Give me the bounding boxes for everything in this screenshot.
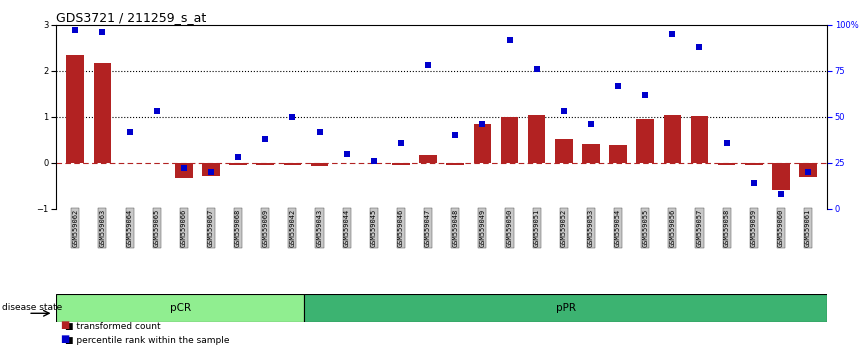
Text: pCR: pCR [170,303,191,313]
Bar [446,163,464,165]
Point [421,62,435,68]
Text: GSM559064: GSM559064 [126,209,132,247]
Point [475,121,489,127]
Text: GSM559049: GSM559049 [480,209,485,247]
Bar [256,163,274,165]
Text: GSM559053: GSM559053 [588,209,594,247]
Text: GSM559063: GSM559063 [100,209,106,247]
Text: GSM559067: GSM559067 [208,209,214,247]
Text: GSM559045: GSM559045 [371,209,377,247]
Bar [799,163,817,177]
Point [720,140,734,145]
Text: GSM559044: GSM559044 [344,209,350,247]
Bar [56,294,304,322]
Bar [663,115,682,163]
Point [530,66,544,72]
Point [801,169,815,175]
Text: GSM559060: GSM559060 [778,209,784,247]
Bar [304,294,827,322]
Point [286,114,300,120]
Text: pPR: pPR [555,303,576,313]
Point [339,151,353,156]
Text: GSM559054: GSM559054 [615,209,621,247]
Bar [527,115,546,163]
Point [502,37,516,42]
Text: GSM559050: GSM559050 [507,209,513,247]
Bar [555,139,572,163]
Text: ■ percentile rank within the sample: ■ percentile rank within the sample [65,336,229,345]
Text: GSM559062: GSM559062 [72,209,78,247]
Point [394,140,408,145]
Point [177,166,191,171]
Text: GSM559059: GSM559059 [751,209,757,247]
Text: GSM559048: GSM559048 [452,209,458,247]
Text: ■: ■ [61,334,70,344]
Bar [691,116,708,163]
Text: ■ transformed count: ■ transformed count [65,322,160,331]
Text: disease state: disease state [2,303,62,313]
Point [313,129,326,135]
Point [774,191,788,197]
Point [150,108,164,114]
Bar [392,163,410,165]
Bar [745,163,763,165]
Text: GSM559055: GSM559055 [643,209,648,247]
Point [204,169,218,175]
Text: GSM559043: GSM559043 [317,209,322,247]
Text: GSM559051: GSM559051 [533,209,540,247]
Point [258,136,272,142]
Text: GSM559052: GSM559052 [561,209,566,247]
Point [231,154,245,160]
Text: GSM559047: GSM559047 [425,209,431,247]
Bar [202,163,220,176]
Bar [311,163,328,166]
Point [557,108,571,114]
Text: GSM559058: GSM559058 [724,209,730,247]
Point [693,44,707,50]
Text: GDS3721 / 211259_s_at: GDS3721 / 211259_s_at [56,11,206,24]
Bar [67,55,84,163]
Bar [610,145,627,163]
Bar [175,163,192,178]
Text: ■: ■ [61,320,70,330]
Point [665,31,679,37]
Bar [474,124,491,163]
Text: GSM559056: GSM559056 [669,209,675,247]
Text: GSM559066: GSM559066 [181,209,187,247]
Point [638,92,652,98]
Point [611,83,625,88]
Bar [772,163,790,190]
Bar [229,163,247,165]
Bar [283,163,301,165]
Point [584,121,598,127]
Text: GSM559057: GSM559057 [696,209,702,247]
Point [449,132,462,138]
Point [746,180,760,186]
Text: GSM559042: GSM559042 [289,209,295,247]
Text: GSM559046: GSM559046 [398,209,404,247]
Text: GSM559069: GSM559069 [262,209,268,247]
Bar [419,155,437,163]
Point [68,28,82,33]
Text: GSM559068: GSM559068 [236,209,241,247]
Text: GSM559061: GSM559061 [805,209,811,247]
Bar [501,117,519,163]
Bar [718,163,735,165]
Point [95,29,109,35]
Bar [582,143,600,163]
Bar [637,119,654,163]
Text: GSM559065: GSM559065 [153,209,159,247]
Bar [94,63,111,163]
Point [123,129,137,135]
Point [367,158,381,164]
